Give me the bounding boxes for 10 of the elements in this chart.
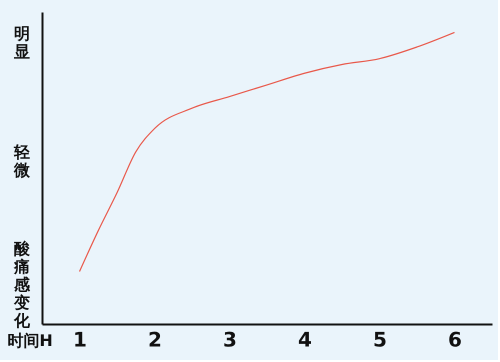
x-tick-label: 4 <box>298 328 312 352</box>
text: 轻微 <box>13 142 31 180</box>
y-axis-title: 酸痛感变化 <box>13 239 31 330</box>
x-tick-label: 1 <box>73 328 87 352</box>
x-tick-label: 6 <box>448 328 462 352</box>
x-tick-label: 2 <box>148 328 162 352</box>
x-tick-label: 5 <box>373 328 387 352</box>
x-axis-title: 时间H <box>7 331 53 350</box>
text: 明显 <box>13 24 30 61</box>
x-tick-label: 3 <box>223 328 237 352</box>
